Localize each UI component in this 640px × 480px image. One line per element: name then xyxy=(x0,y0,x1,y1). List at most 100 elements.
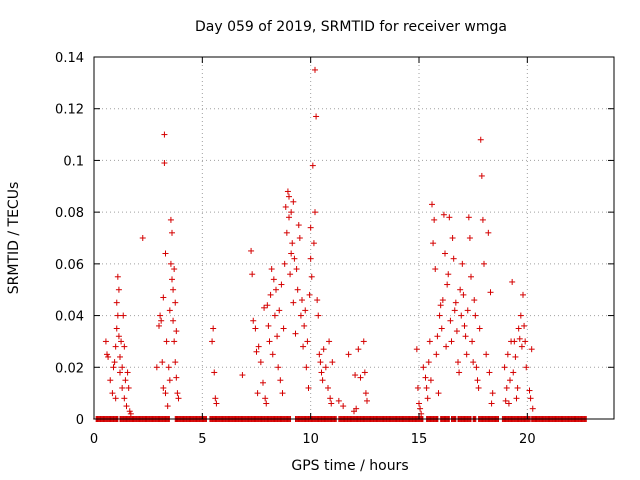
data-point xyxy=(463,351,470,358)
data-point xyxy=(303,364,310,371)
data-point xyxy=(425,359,432,366)
data-point xyxy=(505,400,512,407)
data-point xyxy=(468,273,474,280)
data-point xyxy=(263,400,270,407)
data-point xyxy=(469,338,476,345)
data-point xyxy=(117,369,123,376)
x-tick-label: 10 xyxy=(302,432,319,447)
data-point xyxy=(174,390,181,397)
data-point xyxy=(161,131,168,138)
data-point xyxy=(451,307,458,314)
data-point xyxy=(514,384,521,391)
data-point xyxy=(452,299,459,306)
data-point xyxy=(162,250,169,257)
data-point xyxy=(335,397,342,404)
data-point xyxy=(326,338,333,345)
data-point xyxy=(165,364,172,371)
data-point xyxy=(255,343,262,350)
data-point xyxy=(460,291,467,298)
data-point xyxy=(436,312,443,319)
data-point xyxy=(260,379,266,386)
data-point xyxy=(305,384,312,391)
data-point xyxy=(449,235,456,241)
data-point xyxy=(292,330,299,337)
data-point xyxy=(278,281,285,288)
data-point xyxy=(253,348,260,355)
data-point xyxy=(102,338,109,345)
data-point xyxy=(523,364,530,371)
data-point xyxy=(160,384,167,391)
data-point xyxy=(308,273,315,280)
data-point xyxy=(281,260,288,267)
data-point xyxy=(510,369,517,376)
data-point xyxy=(353,405,360,412)
data-point xyxy=(314,297,321,304)
data-point xyxy=(113,299,120,306)
data-point xyxy=(315,312,322,319)
data-point xyxy=(504,351,511,358)
data-point xyxy=(115,286,122,293)
data-point xyxy=(157,312,164,319)
data-point xyxy=(520,291,526,298)
data-point xyxy=(312,209,318,216)
data-point xyxy=(414,384,421,391)
data-point xyxy=(317,359,324,366)
data-point xyxy=(166,377,173,384)
data-point xyxy=(159,359,166,366)
data-point xyxy=(294,286,301,293)
data-point xyxy=(309,162,316,169)
data-point xyxy=(473,364,480,371)
data-point xyxy=(340,403,347,410)
data-point xyxy=(290,299,297,306)
data-point xyxy=(271,312,278,319)
data-point xyxy=(361,369,368,376)
data-point xyxy=(502,397,509,404)
data-point xyxy=(445,271,452,278)
data-point xyxy=(529,405,536,412)
data-point xyxy=(299,297,305,304)
data-point xyxy=(283,229,290,236)
data-point xyxy=(279,390,286,397)
data-point xyxy=(296,235,303,241)
data-point xyxy=(118,338,125,345)
data-point xyxy=(448,338,455,345)
data-point xyxy=(320,346,327,353)
data-point xyxy=(109,390,116,397)
data-point xyxy=(516,335,523,342)
x-tick-label: 20 xyxy=(519,432,536,447)
data-point xyxy=(313,113,320,120)
data-point xyxy=(477,136,484,143)
data-point xyxy=(119,384,126,391)
data-point xyxy=(262,395,269,402)
data-point xyxy=(162,390,169,397)
data-point xyxy=(352,372,359,379)
data-point xyxy=(276,307,283,314)
data-point xyxy=(111,359,118,366)
y-tick-labels: 0 0.02 0.04 0.06 0.08 0.1 0.12 0.14 xyxy=(55,51,84,428)
data-point xyxy=(447,317,454,324)
data-point xyxy=(169,229,175,236)
data-point xyxy=(444,281,451,288)
data-point xyxy=(345,351,352,358)
data-point xyxy=(248,247,255,254)
data-point xyxy=(173,374,180,381)
axis-ticks xyxy=(93,56,614,420)
data-point xyxy=(239,372,246,379)
data-point xyxy=(364,397,370,404)
data-point xyxy=(357,374,364,381)
data-point xyxy=(440,211,447,218)
y-tick-label: 0.14 xyxy=(55,51,84,66)
data-point xyxy=(166,307,173,314)
data-point xyxy=(110,364,117,371)
data-point xyxy=(167,216,174,223)
data-point xyxy=(422,374,429,381)
data-point xyxy=(527,395,534,402)
data-point xyxy=(528,346,535,353)
x-tick-label: 15 xyxy=(411,432,428,447)
data-point xyxy=(431,216,438,223)
data-point xyxy=(438,325,445,332)
data-point xyxy=(270,276,277,283)
data-point xyxy=(172,299,179,306)
data-point xyxy=(158,317,165,324)
data-point xyxy=(486,369,493,376)
